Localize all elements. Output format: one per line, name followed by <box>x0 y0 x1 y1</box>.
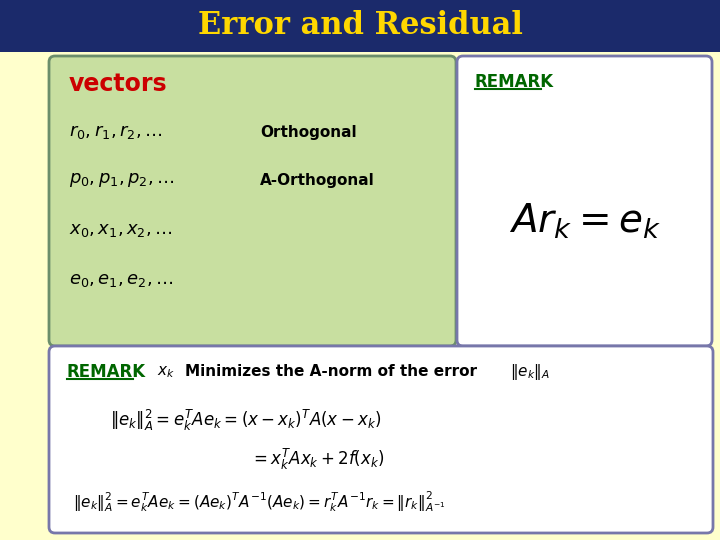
Text: $\|e_k\|_A$: $\|e_k\|_A$ <box>510 362 550 382</box>
FancyBboxPatch shape <box>457 56 712 346</box>
FancyBboxPatch shape <box>0 0 720 52</box>
Text: Minimizes the A-norm of the error: Minimizes the A-norm of the error <box>185 364 477 380</box>
Text: $x_k$: $x_k$ <box>157 364 175 380</box>
Text: $= x_k^T A x_k + 2f(x_k)$: $= x_k^T A x_k + 2f(x_k)$ <box>250 447 384 471</box>
Text: REMARK: REMARK <box>67 363 146 381</box>
Text: $\|e_k\|_A^2 = e_k^T A e_k = (x - x_k)^T A(x - x_k)$: $\|e_k\|_A^2 = e_k^T A e_k = (x - x_k)^T… <box>110 408 382 433</box>
Text: REMARK: REMARK <box>475 73 554 91</box>
Text: A-Orthogonal: A-Orthogonal <box>260 172 374 187</box>
Text: $\|e_k\|_A^2 = e_k^T A e_k = (Ae_k)^T A^{-1}(Ae_k) = r_k^T A^{-1} r_k = \|r_k\|_: $\|e_k\|_A^2 = e_k^T A e_k = (Ae_k)^T A^… <box>73 490 446 514</box>
Text: $x_0, x_1, x_2, \ldots$: $x_0, x_1, x_2, \ldots$ <box>69 221 173 239</box>
Text: $e_0, e_1, e_2, \ldots$: $e_0, e_1, e_2, \ldots$ <box>69 271 174 289</box>
FancyBboxPatch shape <box>49 346 713 533</box>
Text: vectors: vectors <box>69 72 168 96</box>
FancyBboxPatch shape <box>49 56 456 346</box>
Text: $r_0, r_1, r_2, \ldots$: $r_0, r_1, r_2, \ldots$ <box>69 123 163 141</box>
Text: $p_0, p_1, p_2, \ldots$: $p_0, p_1, p_2, \ldots$ <box>69 171 174 189</box>
Text: Error and Residual: Error and Residual <box>197 10 523 42</box>
Text: Orthogonal: Orthogonal <box>260 125 356 139</box>
Text: $Ar_k = e_k$: $Ar_k = e_k$ <box>508 201 660 241</box>
